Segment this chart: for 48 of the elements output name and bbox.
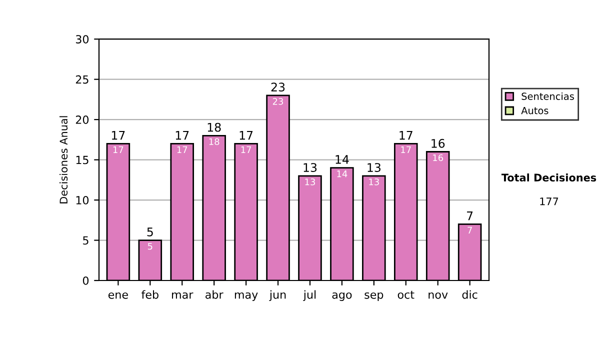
y-tick-label: 25 [76,75,88,84]
data-label: 16 [433,154,444,162]
data-label: 17 [401,146,411,153]
y-axis-title: Decisiones Anual [60,116,68,204]
total-label: 13 [304,163,317,172]
x-tick-label: jul [303,290,316,301]
total-label: 18 [208,122,221,132]
x-tick-label: may [234,292,258,301]
data-label: 23 [272,98,284,105]
x-tick-label: abr [206,290,224,299]
y-tick-label: 20 [76,116,89,124]
x-tick-label: oct [398,290,414,299]
data-label: 17 [177,146,188,153]
x-tick-label: ago [332,292,352,301]
total-label: 13 [368,163,380,172]
data-label: 18 [209,138,220,146]
total-label: 17 [112,131,125,140]
y-tick-label: 0 [82,276,89,285]
total-label: 17 [240,131,253,140]
data-label: 7 [468,226,472,234]
total-label: 23 [271,82,285,92]
x-tick-label: feb [142,290,158,299]
text: 177 [540,198,558,206]
text: Total Decisiones [501,173,596,182]
x-tick-label: ene [108,292,128,299]
data-label: 14 [337,170,348,178]
data-label: 5 [148,242,152,250]
data-label: 13 [369,178,379,186]
x-tick-label: nov [428,292,448,299]
data-label: 13 [305,178,316,186]
x-tick-label: dic [462,290,478,299]
x-tick-label: sep [364,292,384,301]
total-label: 16 [432,138,445,148]
data-label: 17 [241,146,252,153]
legend-label: Sentencias [522,92,574,100]
x-tick-label: jun [269,290,286,301]
total-label: 17 [400,131,412,140]
y-tick-label: 10 [76,196,89,204]
total-label: 14 [336,155,349,164]
x-tick-label: mar [172,292,194,299]
y-tick-label: 30 [76,35,89,44]
legend-label: Autos [521,107,548,114]
y-tick-label: 15 [76,156,88,164]
total-label: 17 [176,131,189,140]
total-label: 5 [147,228,153,236]
data-label: 17 [113,146,124,153]
y-tick-label: 5 [83,236,88,245]
total-label: 7 [467,212,473,220]
